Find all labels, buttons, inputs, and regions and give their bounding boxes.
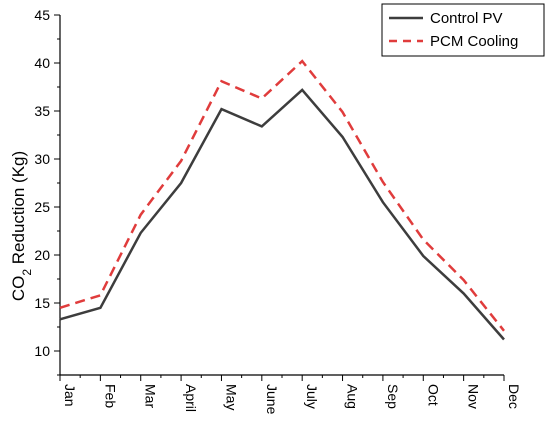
y-tick-label: 30	[34, 151, 50, 167]
x-tick-label: Jan	[62, 384, 78, 407]
y-tick-label: 10	[34, 343, 50, 359]
x-tick-label: Nov	[466, 384, 482, 409]
y-tick-label: 35	[34, 103, 50, 119]
legend-box	[381, 3, 545, 57]
x-tick-label: Sep	[385, 384, 401, 409]
legend: Control PV PCM Cooling	[381, 3, 545, 57]
legend-label-control-pv: Control PV	[430, 10, 503, 27]
y-axis-label: CO2 Reduction (Kg)	[9, 151, 34, 301]
series-layer	[59, 59, 505, 341]
y-tick-label: 20	[34, 247, 50, 263]
x-tick-label: Feb	[102, 384, 118, 408]
ticks-layer: 10 15 20 25 30 35 40 45 Jan Feb Mar April May June Jul…	[34, 7, 522, 415]
x-tick-label: June	[264, 384, 280, 415]
x-tick-label: Mar	[143, 384, 159, 408]
x-tick-label: May	[223, 384, 239, 410]
series-line-control-pv	[59, 88, 505, 341]
x-tick-label: Oct	[425, 384, 441, 406]
axes	[59, 15, 504, 376]
y-tick-label: 40	[34, 55, 50, 71]
x-tick-label: July	[304, 384, 320, 409]
x-tick-label: Dec	[506, 384, 522, 409]
x-tick-label: April	[183, 384, 199, 412]
x-tick-label: Aug	[345, 384, 361, 409]
y-tick-label: 15	[34, 295, 50, 311]
y-tick-label: 25	[34, 199, 50, 215]
legend-label-pcm-cooling: PCM Cooling	[430, 33, 518, 50]
series-line-pcm-cooling	[59, 59, 505, 332]
y-tick-label: 45	[34, 7, 50, 23]
